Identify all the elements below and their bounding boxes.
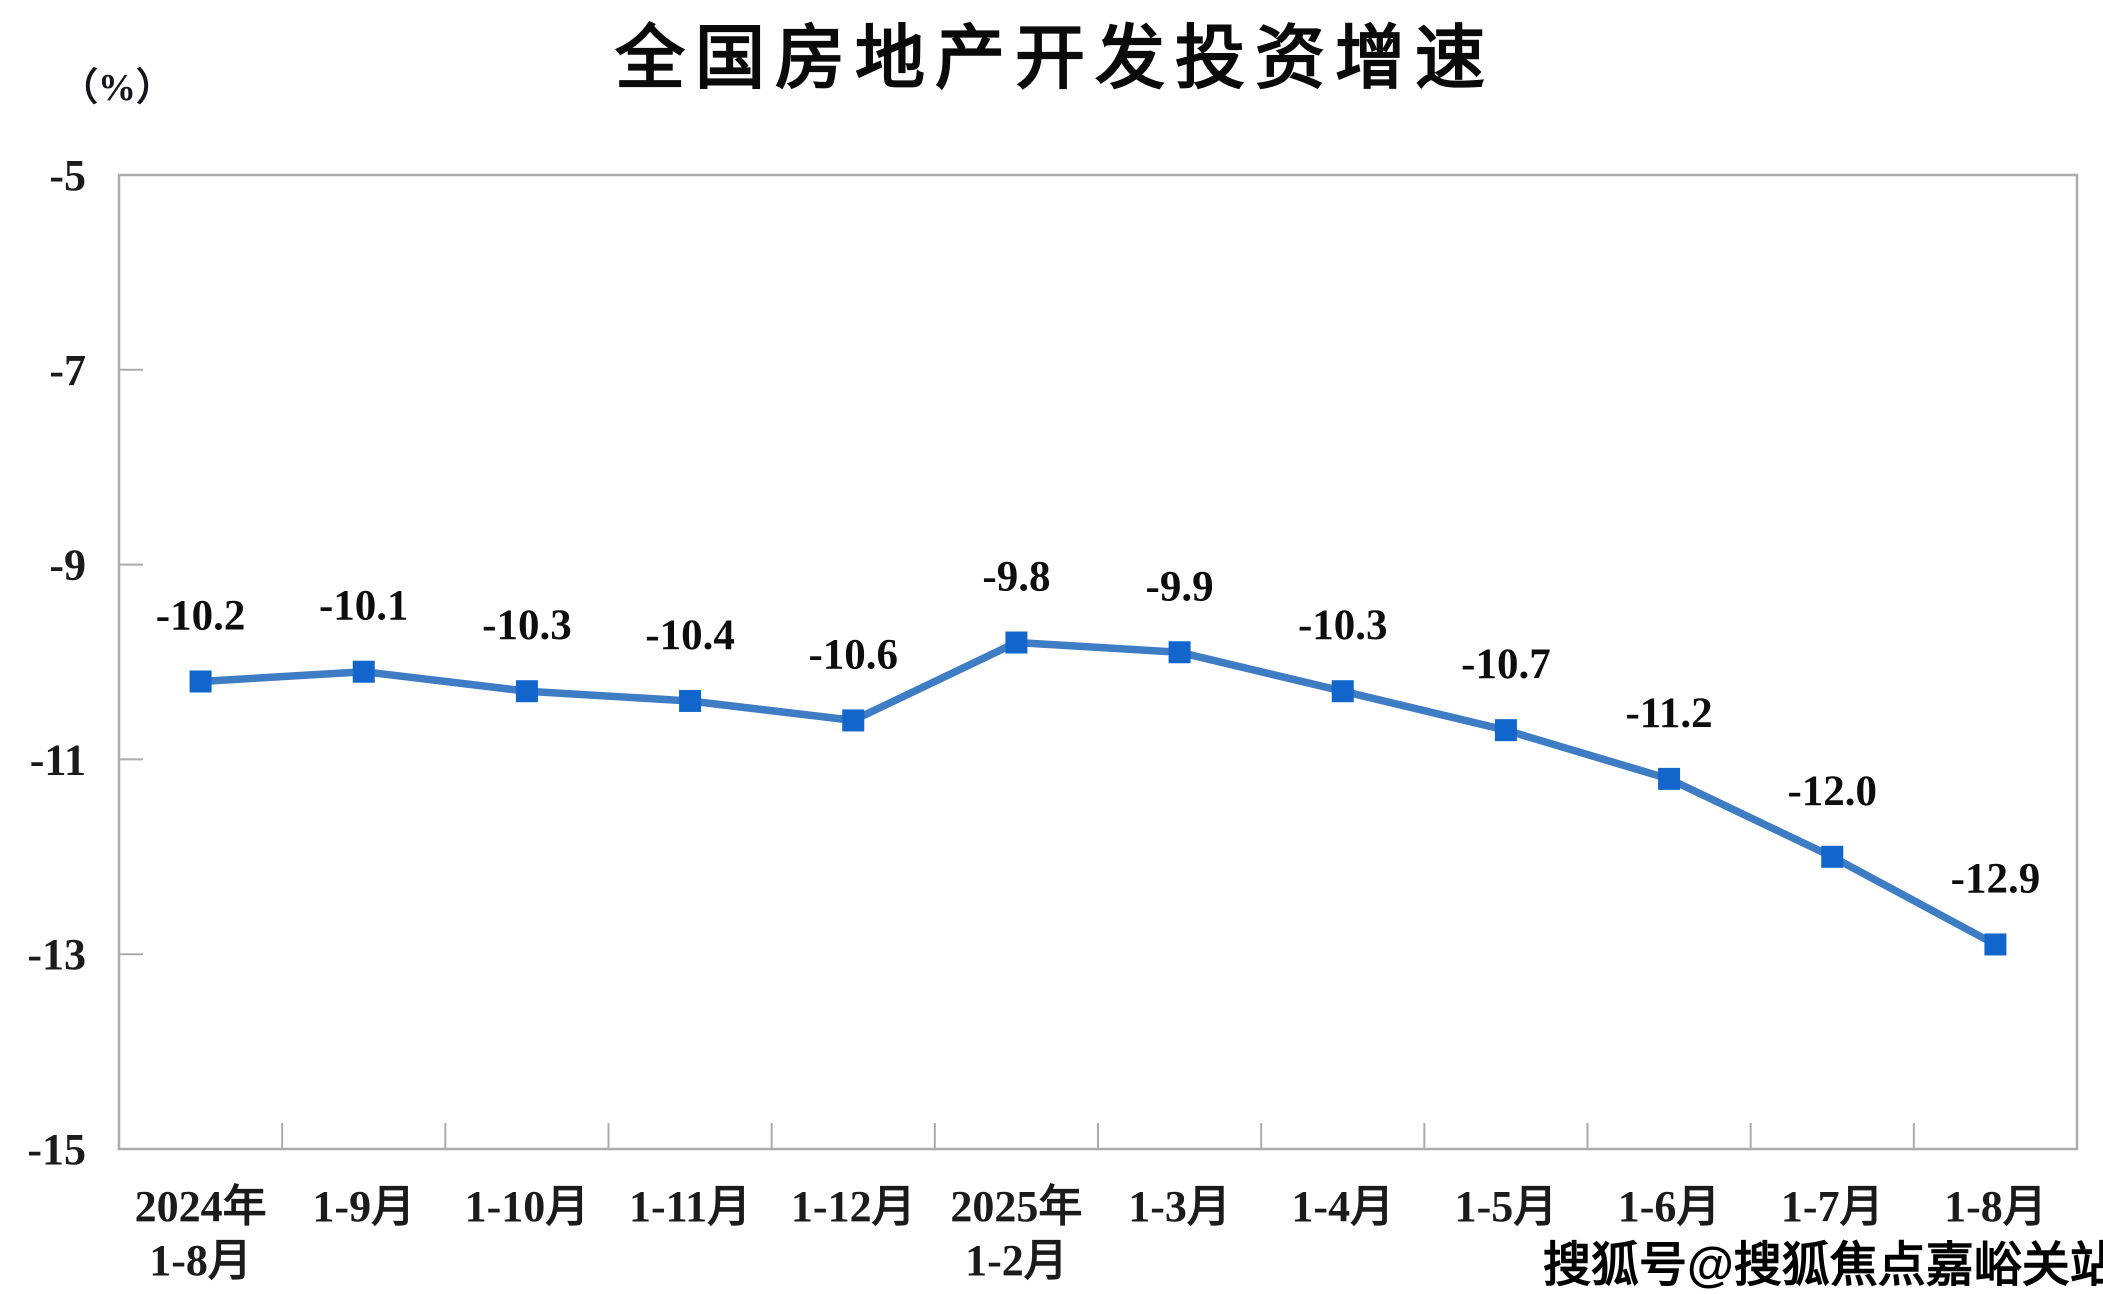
data-point-label: -10.4 (645, 612, 735, 659)
data-point-label: -12.9 (1951, 855, 2041, 902)
x-tick-label: 2025年 (950, 1182, 1082, 1231)
x-tick-label: 2024年 (135, 1182, 267, 1231)
data-point-marker (1494, 719, 1517, 742)
y-axis-unit-label: （%） (60, 67, 174, 109)
x-tick-label: 1-5月 (1455, 1182, 1558, 1231)
data-point-marker (515, 680, 538, 703)
x-tick-label: 1-8月 (149, 1236, 252, 1285)
x-tick-label: 1-2月 (965, 1236, 1068, 1285)
data-point-marker (1005, 631, 1028, 654)
chart-title: 全国房地产开发投资增速 (614, 19, 1495, 97)
y-tick-label: -9 (49, 541, 86, 590)
data-point-labels: -10.2 -10.1 -10.3 -10.4 -10.6 -9.8 -9.9 -10.3 -1… (156, 554, 2040, 903)
x-axis-ticks (281, 1123, 1915, 1149)
data-point-label: -10.1 (319, 583, 409, 630)
y-axis-tick-labels: -5 -7 -9 -11 -13 -15 (27, 151, 86, 1174)
data-point-marker (189, 670, 212, 693)
y-tick-label: -7 (49, 346, 86, 395)
data-point-marker (352, 660, 375, 683)
data-point-marker (679, 689, 702, 712)
x-tick-label: 1-12月 (791, 1182, 916, 1231)
plot-area-border (117, 173, 2079, 1151)
watermark: 搜狐号@搜狐焦点嘉峪关站 (1543, 1239, 2103, 1292)
x-tick-label: 1-3月 (1128, 1182, 1231, 1231)
data-point-marker (1984, 933, 2007, 956)
x-tick-label: 1-6月 (1618, 1182, 1721, 1231)
series-line (196, 638, 2000, 949)
data-point-label: -12.0 (1787, 768, 1877, 815)
y-tick-label: -15 (27, 1125, 86, 1174)
data-point-label: -10.7 (1461, 641, 1551, 688)
data-point-label: -10.3 (482, 602, 572, 649)
data-point-label: -9.9 (1146, 563, 1214, 610)
x-tick-label: 1-10月 (465, 1182, 590, 1231)
data-point-marker (1331, 680, 1354, 703)
y-axis-ticks (119, 368, 143, 956)
data-point-label: -10.2 (156, 592, 246, 639)
data-point-marker (842, 709, 865, 732)
x-tick-label: 1-9月 (312, 1182, 415, 1231)
data-point-label: -11.2 (1625, 690, 1712, 737)
y-tick-label: -13 (27, 930, 86, 979)
data-point-label: -10.6 (808, 631, 898, 678)
series-line-group (196, 638, 2000, 949)
y-tick-label: -5 (49, 151, 86, 200)
data-point-markers (189, 631, 2007, 956)
y-tick-label: -11 (30, 735, 86, 784)
x-tick-label: 1-8月 (1944, 1182, 2047, 1231)
x-tick-label: 1-4月 (1291, 1182, 1394, 1231)
x-tick-label: 1-7月 (1781, 1182, 1884, 1231)
data-point-marker (1658, 767, 1681, 790)
x-tick-label: 1-11月 (629, 1182, 751, 1231)
data-point-marker (1821, 845, 1844, 868)
x-axis-tick-labels: 2024年 1-8月 1-9月 1-10月 1-11月 1-12月 2025年 1-2月 1-3… (135, 1182, 2047, 1285)
data-point-label: -10.3 (1298, 602, 1388, 649)
data-point-marker (1168, 641, 1191, 664)
data-point-label: -9.8 (982, 554, 1050, 601)
